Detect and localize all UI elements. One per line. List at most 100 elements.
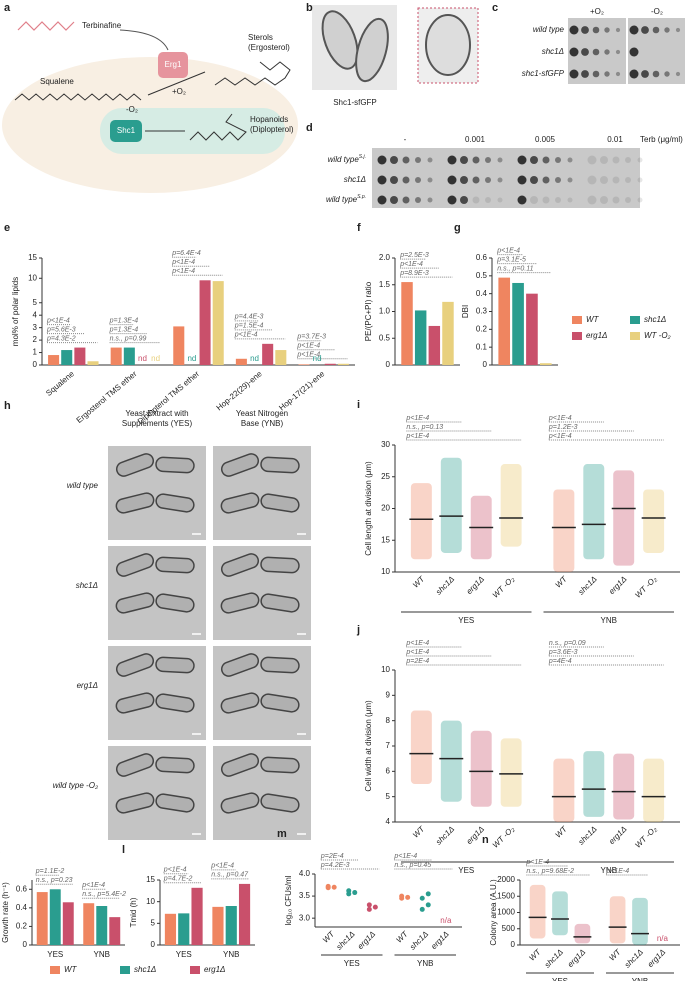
colony-spot xyxy=(460,196,468,204)
cell xyxy=(155,693,195,713)
spread xyxy=(609,896,626,944)
spread xyxy=(553,489,575,572)
bar xyxy=(173,326,185,365)
chart-n: n Colony area (A.U.) 0 500 1000 1500 2000 p<1E-… xyxy=(482,834,680,981)
value-label: n/a xyxy=(440,916,452,925)
y-tick-label: 2000 xyxy=(497,875,515,884)
colony-spot xyxy=(600,196,608,204)
terbinafine-structure xyxy=(17,21,75,31)
colony-spot xyxy=(517,155,527,165)
y-axis-label: log₁₀ CFUs/ml xyxy=(284,875,293,925)
panel-letter: g xyxy=(454,222,461,234)
colony-spot xyxy=(402,176,410,184)
p-value: p=3.7E-3 xyxy=(296,334,326,341)
p-value: n.s., p=0.45 xyxy=(394,862,431,869)
x-tick-label: WT xyxy=(554,824,570,840)
cell xyxy=(115,492,155,514)
p-value: p=4.2E-3 xyxy=(320,862,350,869)
p-value: p=2E-4 xyxy=(405,658,429,665)
panel-letter: h xyxy=(4,400,11,412)
colony-spot xyxy=(664,71,670,77)
bar xyxy=(212,906,224,945)
legend-label: erg1Δ xyxy=(204,965,225,974)
panel-b: b Shc1-sfGFP xyxy=(306,2,479,107)
column-label: Supplements (YES) xyxy=(122,419,193,428)
bar xyxy=(83,903,95,945)
y-tick-label: 5 xyxy=(151,918,156,927)
colony-spot xyxy=(415,177,421,183)
legend-swatch xyxy=(50,966,60,974)
point xyxy=(425,902,431,908)
colony-spot xyxy=(530,196,538,204)
x-tick-label: erg1Δ xyxy=(465,575,486,596)
column-label: -O₂ xyxy=(651,7,663,16)
cell xyxy=(260,556,300,574)
colony-spot xyxy=(402,196,410,204)
bar xyxy=(298,364,310,365)
p-value: p<1E-4 xyxy=(234,332,258,339)
x-tick-label: Hop-22(29)-ene xyxy=(215,369,264,413)
p-value: p=6.4E-4 xyxy=(171,250,201,257)
panel-letter: i xyxy=(357,399,360,411)
y-tick-label: 1 xyxy=(33,348,38,357)
legend-label: WT xyxy=(64,965,78,974)
panel-letter: m xyxy=(277,828,287,840)
cell xyxy=(155,456,195,474)
p-value: p=8.9E-3 xyxy=(399,270,429,277)
colony-spot xyxy=(485,177,491,183)
spread xyxy=(613,470,635,566)
colony-spot xyxy=(530,176,538,184)
colony-spot xyxy=(592,70,600,78)
colony-spot xyxy=(625,177,631,183)
point xyxy=(419,906,425,912)
colony-spot xyxy=(587,155,597,165)
group-label: YNB xyxy=(601,616,617,625)
bar xyxy=(87,361,99,365)
y-tick-label: 4 xyxy=(33,310,38,319)
x-tick-label: YES xyxy=(47,950,63,959)
colony-spot xyxy=(581,26,589,34)
colony-spot xyxy=(581,70,589,78)
x-tick-label: erg1Δ xyxy=(646,948,667,969)
spread xyxy=(500,464,522,547)
p-value: p<1E-4 xyxy=(81,882,105,889)
row-label: erg1Δ xyxy=(77,681,98,690)
row-label: shc1Δ xyxy=(76,581,98,590)
colony-spot xyxy=(415,157,421,163)
x-tick-label: shc1Δ xyxy=(408,930,430,952)
legend-swatch xyxy=(572,316,582,324)
row-label: wild typeS.j. xyxy=(328,154,366,164)
superscript: S.p. xyxy=(357,194,366,200)
legend-label: WT xyxy=(586,315,600,324)
p-value: p<1E-4 xyxy=(210,863,234,870)
spread xyxy=(613,753,635,820)
x-tick-label: WT -O₂ xyxy=(491,825,516,850)
column-label: 0.01 xyxy=(607,135,623,144)
spread xyxy=(440,720,462,802)
y-tick-label: 0.2 xyxy=(16,922,28,931)
colony-spot xyxy=(675,27,681,33)
point xyxy=(366,902,372,908)
x-tick-label: shc1Δ xyxy=(623,948,645,970)
inhibition-arrow xyxy=(119,29,169,51)
p-value: p=4.3E-2 xyxy=(46,335,76,342)
spread xyxy=(410,483,432,560)
colony-spot xyxy=(390,156,398,164)
colony-spot xyxy=(625,157,631,163)
y-tick-label: 10 xyxy=(146,897,155,906)
value-label: nd xyxy=(138,354,147,363)
y-tick-label: 1.5 xyxy=(379,280,391,289)
cell xyxy=(260,593,300,613)
panel-c: c +O₂ -O₂ wild type shc1Δ shc1-sfGFP xyxy=(492,2,685,84)
legend-label: WT -O₂ xyxy=(644,331,671,340)
point xyxy=(425,891,431,897)
chart-j: j Cell width at division (μm) 4 5 6 7 8 9 10 p<1E… xyxy=(356,624,680,875)
p-value: n.s., p=0.47 xyxy=(211,872,249,879)
y-tick-label: 1500 xyxy=(497,891,515,900)
bar xyxy=(191,887,203,945)
x-tick-label: WT xyxy=(607,947,623,963)
x-tick-label: shc1Δ xyxy=(335,930,357,952)
colony-spot xyxy=(615,27,621,33)
cell xyxy=(260,656,300,674)
